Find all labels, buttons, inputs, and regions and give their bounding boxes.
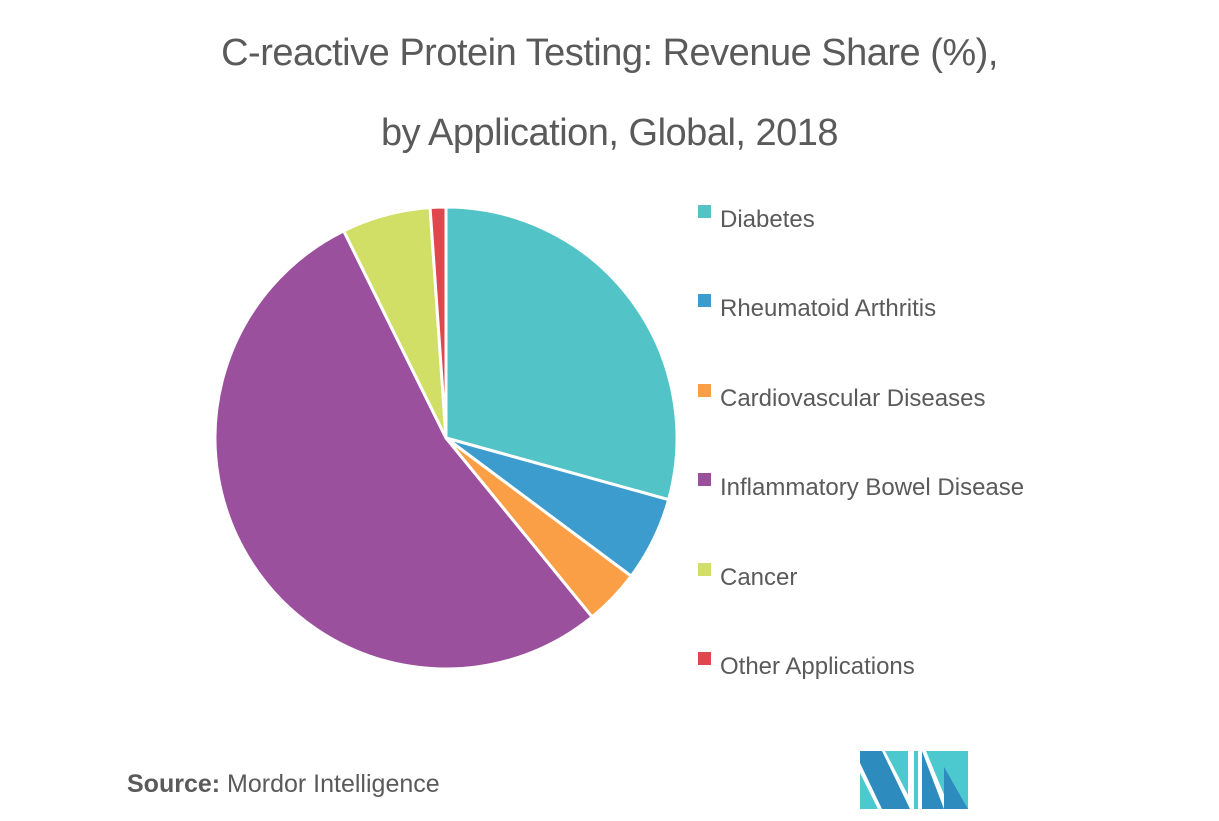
pie-slice-inflammatory-bowel-disease xyxy=(213,229,594,671)
legend-label: Cancer xyxy=(720,564,798,591)
source-label: Source: xyxy=(127,770,221,798)
legend-swatch-icon xyxy=(698,652,711,665)
legend-swatch-icon xyxy=(698,384,711,397)
legend-swatch-icon xyxy=(698,563,711,576)
legend-label: Diabetes xyxy=(720,206,815,233)
pie-slice-other-applications xyxy=(428,205,448,440)
chart-title-line-2: by Application, Global, 2018 xyxy=(380,112,839,154)
legend-swatch-icon xyxy=(698,473,711,486)
legend-label: Other Applications xyxy=(720,653,915,680)
source-note: Source: Mordor Intelligence xyxy=(127,770,440,799)
pie-slice-diabetes xyxy=(444,205,679,502)
chart-title-line-1: C-reactive Protein Testing: Revenue Shar… xyxy=(221,32,998,74)
legend-label: Rheumatoid Arthritis xyxy=(720,295,937,322)
legend-swatch-icon xyxy=(698,205,711,218)
mordor-intelligence-logo-icon xyxy=(860,751,968,809)
legend-label: Inflammatory Bowel Disease xyxy=(720,474,1025,501)
legend-swatch-icon xyxy=(698,294,711,307)
source-value: Mordor Intelligence xyxy=(227,770,440,798)
legend-label: Cardiovascular Diseases xyxy=(720,385,986,412)
